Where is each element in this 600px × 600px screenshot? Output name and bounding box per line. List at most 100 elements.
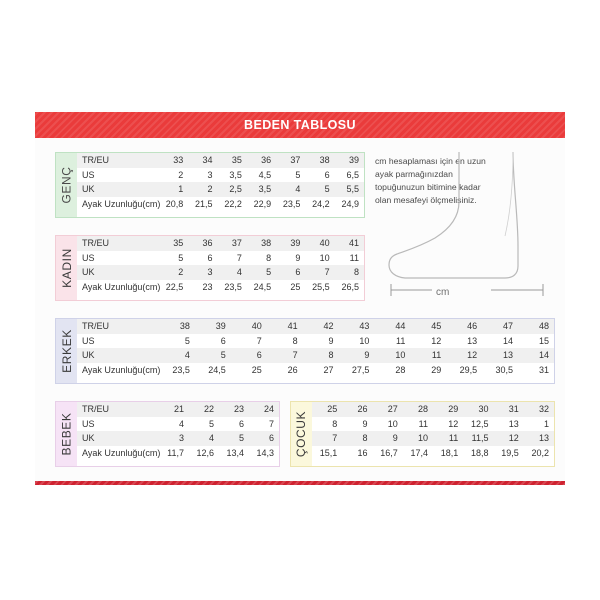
table-cell: 22,5 [165, 282, 184, 293]
table-row: US 2 3 3,5 4,5 5 6 6,5 [77, 167, 364, 183]
title-band: BEDEN TABLOSU [35, 112, 565, 138]
size-table-bebek-grid: TR/EU 21 22 23 24 US 4 5 6 7 UK 3 4 5 6 Ayak Uzunluğu(c… [77, 402, 279, 466]
table-cell: 41 [287, 321, 298, 332]
row-label: Ayak Uzunluğu(cm) [82, 448, 161, 459]
category-label-genc: GENÇ [56, 153, 77, 217]
table-cell: 40 [319, 238, 330, 249]
table-cell: 11 [396, 335, 406, 346]
table-cell: 12 [508, 433, 519, 444]
table-cell: 33 [173, 155, 184, 166]
table-cell: 2 [178, 169, 184, 180]
table-cell: 5 [208, 418, 214, 429]
table-cell: 17,4 [410, 448, 428, 459]
table-cell: 38 [179, 321, 190, 332]
table-cell: 11,7 [167, 448, 184, 459]
table-cell: 28 [395, 365, 406, 376]
table-cell: 5 [220, 350, 226, 361]
table-row: TR/EU 33 34 35 36 37 38 39 [77, 153, 364, 168]
size-table-kadin-grid: TR/EU 35 36 37 38 39 40 41 US 5 6 7 8 9 10 11 UK 2 3 4 5 6 7 8 A… [77, 236, 364, 300]
table-cell: 8 [292, 335, 298, 346]
table-cell: 43 [359, 321, 370, 332]
table-cell: 4 [178, 418, 184, 429]
table-cell: 10 [359, 335, 370, 346]
row-label: TR/EU [82, 155, 109, 166]
table-cell: 25 [290, 282, 301, 293]
table-cell: 12 [431, 335, 442, 346]
table-cell: 9 [364, 350, 370, 361]
table-cell: 5 [266, 267, 272, 278]
table-cell: 12,5 [470, 418, 489, 429]
table-cell: 7 [256, 335, 262, 346]
table-cell: 40 [251, 321, 262, 332]
row-values: 33 34 35 36 37 38 39 [159, 155, 364, 165]
table-cell: 4 [184, 350, 190, 361]
table-row: TR/EU 38 39 40 41 42 43 44 45 46 47 48 [77, 319, 554, 334]
table-cell: 26 [287, 365, 298, 376]
table-cell: 25 [251, 365, 262, 376]
table-cell: 23,5 [224, 282, 242, 293]
row-values: 3 4 5 6 [159, 433, 279, 443]
table-cell: 23 [233, 404, 244, 415]
table-cell: 23,5 [282, 199, 301, 210]
table-cell: 11 [349, 252, 359, 263]
row-values: 8 9 10 11 12 12,5 13 1 [312, 419, 554, 429]
size-table-cocuk-grid: 25 26 27 28 29 30 31 32 8 9 10 11 12 12,5 13 1 7 8 9 10 11 11… [312, 402, 554, 466]
table-row: Ayak Uzunluğu(cm) 22,5 23 23,5 24,5 25 25,5 26,… [77, 279, 364, 295]
table-cell: 18,8 [470, 448, 489, 459]
table-cell: 34 [202, 155, 213, 166]
bottom-divider [35, 481, 565, 485]
table-cell: 3 [207, 267, 213, 278]
row-label: US [82, 335, 95, 346]
dimension-line [390, 284, 544, 296]
table-cell: 6 [268, 433, 274, 444]
table-cell: 29,5 [459, 365, 478, 376]
table-cell: 12 [467, 350, 478, 361]
table-cell: 7 [268, 418, 274, 429]
table-cell: 13 [538, 433, 549, 444]
table-cell: 9 [392, 433, 398, 444]
table-cell: 4,5 [258, 169, 272, 180]
table-cell: 21 [173, 404, 184, 415]
table-cell: 6 [295, 267, 301, 278]
size-table-cocuk: ÇOCUK 25 26 27 28 29 30 31 32 8 9 10 11 12 12,5 13 1 7 8 9… [290, 401, 555, 467]
row-label: TR/EU [82, 404, 109, 415]
size-table-erkek-grid: TR/EU 38 39 40 41 42 43 44 45 46 47 48 US 5 6 7 8 9 10 11 12… [77, 319, 554, 383]
row-label: UK [82, 350, 95, 361]
table-cell: 3,5 [258, 184, 272, 195]
table-cell: 36 [202, 238, 213, 249]
size-table-genc-grid: TR/EU 33 34 35 36 37 38 39 US 2 3 3,5 4,5 5 6 6,5 UK 1 2 2,… [77, 153, 364, 217]
table-cell: 25,5 [312, 282, 330, 293]
category-label-kadin: KADIN [56, 236, 77, 300]
table-cell: 19,5 [501, 448, 519, 459]
table-cell: 7 [324, 267, 330, 278]
table-cell: 10 [395, 350, 406, 361]
row-values: 23,5 24,5 25 26 27 27,5 28 29 29,5 30,5 31 [159, 365, 554, 375]
table-cell: 31 [538, 365, 549, 376]
table-cell: 20,2 [531, 448, 549, 459]
table-cell: 27,5 [351, 365, 370, 376]
table-cell: 25 [327, 404, 338, 415]
table-cell: 29 [448, 404, 459, 415]
row-label: UK [82, 433, 95, 444]
table-cell: 22,9 [253, 199, 272, 210]
table-cell: 5 [178, 252, 184, 263]
size-table-erkek: ERKEK TR/EU 38 39 40 41 42 43 44 45 46 47 48 US 5 6 7 8 9… [55, 318, 555, 384]
table-cell: 8 [332, 418, 338, 429]
table-cell: 37 [231, 238, 242, 249]
table-cell: 28 [417, 404, 428, 415]
table-cell: 6 [256, 350, 262, 361]
row-values: 7 8 9 10 11 11,5 12 13 [312, 433, 554, 443]
table-cell: 7 [292, 350, 298, 361]
table-row: US 4 5 6 7 [77, 416, 279, 432]
row-values: 11,7 12,6 13,4 14,3 [159, 448, 279, 458]
table-cell: 1 [178, 184, 184, 195]
category-label-bebek: BEBEK [56, 402, 77, 466]
table-cell: 11 [448, 433, 459, 444]
table-cell: 10 [387, 418, 398, 429]
row-values: 4 5 6 7 8 9 10 11 12 13 14 [159, 350, 554, 360]
table-row: Ayak Uzunluğu(cm) 20,8 21,5 22,2 22,9 23,5 24,… [77, 196, 364, 212]
size-table-genc: GENÇ TR/EU 33 34 35 36 37 38 39 US 2 3 3,5 4,5 5 6 6,5 U… [55, 152, 365, 218]
table-cell: 46 [467, 321, 478, 332]
table-cell: 24,5 [208, 365, 226, 376]
